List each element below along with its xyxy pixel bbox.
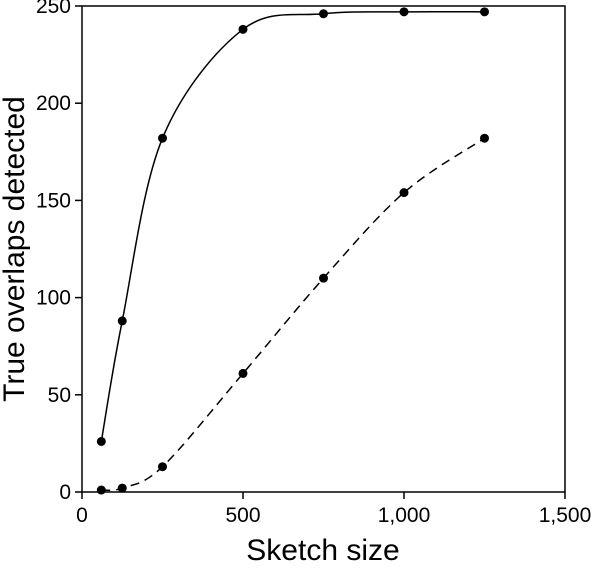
y-tick-label: 250 xyxy=(36,0,71,18)
x-tick-label: 500 xyxy=(225,504,260,527)
series-1-point xyxy=(96,436,106,446)
y-tick-label: 150 xyxy=(36,189,71,212)
series-1-line xyxy=(100,10,485,442)
y-tick-label: 0 xyxy=(59,481,71,504)
x-tick-label: 1,500 xyxy=(539,504,592,527)
series-2-point xyxy=(238,368,248,378)
series-2-point xyxy=(319,273,328,283)
series-2-point xyxy=(158,462,167,472)
series-2-point xyxy=(480,133,489,143)
series-1-point xyxy=(480,7,489,17)
series-layer xyxy=(96,7,489,495)
x-tick-label: 1,000 xyxy=(378,504,431,527)
series-2-line xyxy=(101,137,485,492)
series-1-point xyxy=(117,316,127,326)
series-2-point xyxy=(96,485,106,495)
series-2-point xyxy=(399,188,409,198)
x-tick-label: 0 xyxy=(76,504,88,527)
plot-frame xyxy=(81,5,566,493)
series-1-point xyxy=(319,9,328,19)
x-axis-title: Sketch size xyxy=(246,534,399,567)
series-1-point xyxy=(399,7,409,17)
y-tick-label: 50 xyxy=(48,384,71,407)
y-tick-label: 100 xyxy=(36,287,71,310)
series-1-point xyxy=(158,133,167,143)
axis-ticks: 0 500 1,000 1,500 0 50 100 150 200 250 xyxy=(36,0,591,527)
y-axis-title: True overlaps detected xyxy=(0,96,31,402)
series-2-point xyxy=(117,483,127,493)
series-1-point xyxy=(238,24,248,34)
y-tick-label: 200 xyxy=(36,92,71,115)
